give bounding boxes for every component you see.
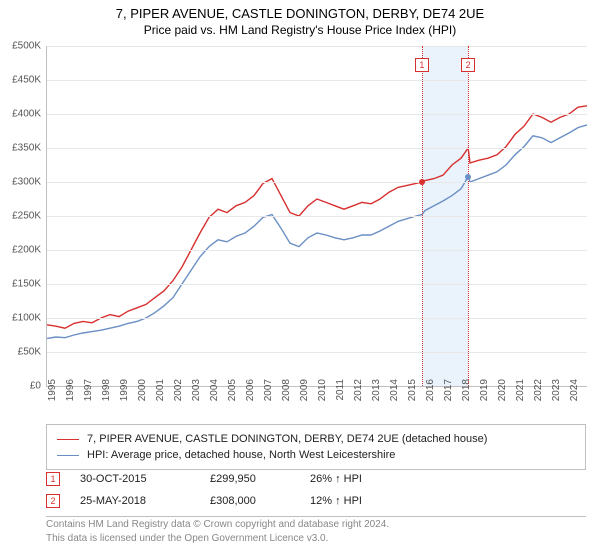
marker-label-box: 2 — [461, 58, 475, 72]
x-axis-label: 1998 — [101, 379, 112, 409]
transaction-pct: 12% ↑ HPI — [310, 495, 420, 507]
gridline-h — [47, 46, 587, 47]
gridline-h — [47, 80, 587, 81]
x-axis-label: 1995 — [47, 379, 58, 409]
x-axis-label: 2022 — [533, 379, 544, 409]
y-axis-label: £150K — [1, 279, 41, 290]
x-axis-label: 2009 — [299, 379, 310, 409]
x-axis-label: 2015 — [407, 379, 418, 409]
legend-item: HPI: Average price, detached house, Nort… — [57, 447, 575, 463]
x-axis-label: 2017 — [443, 379, 454, 409]
series-line-hpi — [47, 125, 587, 339]
footer-line: Contains HM Land Registry data © Crown c… — [46, 518, 586, 532]
transactions-table: 1 30-OCT-2015 £299,950 26% ↑ HPI 2 25-MA… — [46, 468, 586, 521]
marker-label-box: 1 — [415, 58, 429, 72]
x-axis-label: 2011 — [335, 379, 346, 409]
y-axis-label: £50K — [1, 347, 41, 358]
chart-title: 7, PIPER AVENUE, CASTLE DONINGTON, DERBY… — [0, 6, 600, 21]
y-axis-label: £250K — [1, 211, 41, 222]
marker-dot — [465, 174, 471, 180]
y-axis-label: £450K — [1, 75, 41, 86]
gridline-h — [47, 284, 587, 285]
legend-label: HPI: Average price, detached house, Nort… — [87, 447, 395, 463]
transaction-marker-box: 2 — [46, 494, 60, 508]
transaction-pct: 26% ↑ HPI — [310, 473, 420, 485]
legend-swatch — [57, 455, 79, 456]
gridline-h — [47, 148, 587, 149]
transaction-date: 30-OCT-2015 — [80, 473, 190, 485]
x-axis-label: 2006 — [245, 379, 256, 409]
gridline-h — [47, 114, 587, 115]
x-axis-label: 2001 — [155, 379, 166, 409]
y-axis-label: £400K — [1, 109, 41, 120]
x-axis-label: 2018 — [461, 379, 472, 409]
x-axis-label: 2023 — [551, 379, 562, 409]
title-block: 7, PIPER AVENUE, CASTLE DONINGTON, DERBY… — [0, 0, 600, 37]
x-axis-label: 2014 — [389, 379, 400, 409]
legend-item: 7, PIPER AVENUE, CASTLE DONINGTON, DERBY… — [57, 431, 575, 447]
series-line-property — [47, 106, 587, 328]
x-axis-label: 2004 — [209, 379, 220, 409]
x-axis-label: 2008 — [281, 379, 292, 409]
y-axis-label: £300K — [1, 177, 41, 188]
footer-divider — [46, 516, 586, 517]
transaction-price: £308,000 — [210, 495, 290, 507]
footer-line: This data is licensed under the Open Gov… — [46, 532, 586, 546]
legend-box: 7, PIPER AVENUE, CASTLE DONINGTON, DERBY… — [46, 424, 586, 470]
transaction-date: 25-MAY-2018 — [80, 495, 190, 507]
transaction-marker-box: 1 — [46, 472, 60, 486]
x-axis-label: 1997 — [83, 379, 94, 409]
gridline-h — [47, 250, 587, 251]
x-axis-label: 2024 — [569, 379, 580, 409]
x-axis-label: 2012 — [353, 379, 364, 409]
legend-swatch — [57, 439, 79, 440]
gridline-h — [47, 352, 587, 353]
marker-dot — [419, 179, 425, 185]
x-axis-label: 2019 — [479, 379, 490, 409]
y-axis-label: £0 — [1, 381, 41, 392]
chart-subtitle: Price paid vs. HM Land Registry's House … — [0, 23, 600, 37]
y-axis-label: £350K — [1, 143, 41, 154]
y-axis-label: £200K — [1, 245, 41, 256]
x-axis-label: 2021 — [515, 379, 526, 409]
x-axis-label: 2013 — [371, 379, 382, 409]
marker-vline — [422, 46, 423, 386]
x-axis-label: 1996 — [65, 379, 76, 409]
y-axis-label: £100K — [1, 313, 41, 324]
chart-plot-area: £0£50K£100K£150K£200K£250K£300K£350K£400… — [46, 46, 587, 387]
x-axis-label: 2003 — [191, 379, 202, 409]
chart-container: 7, PIPER AVENUE, CASTLE DONINGTON, DERBY… — [0, 0, 600, 560]
gridline-h — [47, 182, 587, 183]
x-axis-label: 2002 — [173, 379, 184, 409]
x-axis-label: 2000 — [137, 379, 148, 409]
transaction-row: 2 25-MAY-2018 £308,000 12% ↑ HPI — [46, 490, 586, 512]
gridline-h — [47, 216, 587, 217]
x-axis-label: 2005 — [227, 379, 238, 409]
transaction-row: 1 30-OCT-2015 £299,950 26% ↑ HPI — [46, 468, 586, 490]
transaction-price: £299,950 — [210, 473, 290, 485]
x-axis-label: 2020 — [497, 379, 508, 409]
x-axis-label: 2007 — [263, 379, 274, 409]
y-axis-label: £500K — [1, 41, 41, 52]
footer-attribution: Contains HM Land Registry data © Crown c… — [46, 518, 586, 546]
x-axis-label: 1999 — [119, 379, 130, 409]
x-axis-label: 2016 — [425, 379, 436, 409]
gridline-h — [47, 318, 587, 319]
x-axis-label: 2010 — [317, 379, 328, 409]
legend-label: 7, PIPER AVENUE, CASTLE DONINGTON, DERBY… — [87, 431, 487, 447]
marker-vline — [468, 46, 469, 386]
